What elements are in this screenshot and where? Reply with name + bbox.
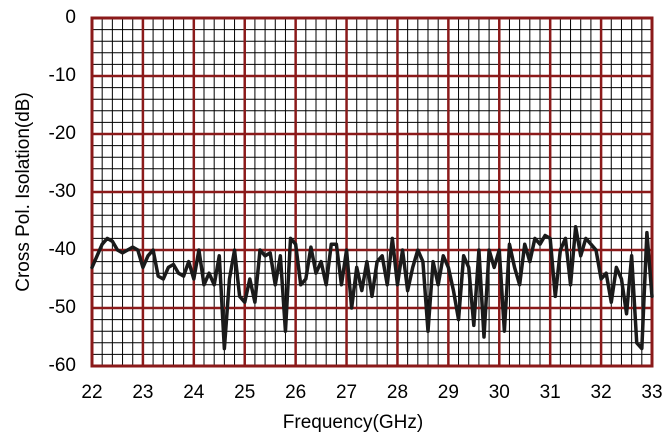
- y-tick-label: -20: [49, 123, 76, 144]
- x-tick-label: 27: [336, 382, 357, 403]
- x-tick-label: 22: [81, 382, 102, 403]
- x-axis-label: Frequency(GHz): [283, 412, 423, 433]
- y-axis-label: Cross Pol. Isolation(dB): [13, 92, 34, 292]
- x-tick-label: 29: [438, 382, 459, 403]
- y-tick-label: -60: [49, 355, 76, 376]
- x-tick-label: 28: [387, 382, 408, 403]
- x-tick-label: 32: [591, 382, 612, 403]
- x-tick-label: 33: [641, 382, 662, 403]
- x-tick-label: 30: [489, 382, 510, 403]
- y-tick-label: -50: [49, 297, 76, 318]
- y-tick-label: 0: [65, 7, 76, 28]
- x-tick-label: 23: [132, 382, 153, 403]
- x-tick-label: 24: [183, 382, 205, 403]
- x-tick-label: 26: [285, 382, 306, 403]
- x-tick-label: 31: [540, 382, 561, 403]
- data-line: [90, 225, 654, 351]
- x-tick-label: 25: [234, 382, 255, 403]
- y-tick-label: -40: [49, 239, 76, 260]
- y-tick-label: -30: [49, 181, 76, 202]
- y-tick-label: -10: [49, 65, 76, 86]
- plot-border: [90, 16, 654, 368]
